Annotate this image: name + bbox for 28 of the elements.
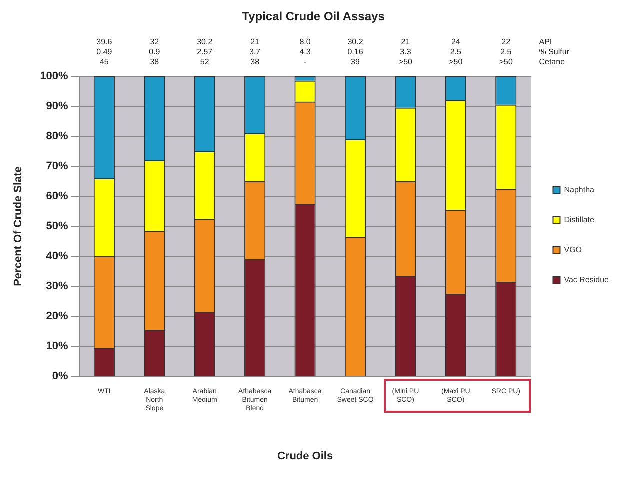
text: 30.2 2.57 52 (197, 38, 214, 67)
y-tick-label: 60% (46, 190, 69, 203)
y-tick-label: 70% (46, 160, 69, 172)
y-tick-label: 10% (46, 340, 69, 353)
text: 8.0 4.3 - (300, 38, 312, 67)
text: 24 2.5 >50 (449, 38, 464, 67)
chart-title: Typical Crude Oil Assays (242, 10, 386, 24)
text: 21 3.3 >50 (398, 38, 414, 67)
y-tick-label: 40% (46, 250, 69, 263)
y-tick-label: 20% (46, 310, 69, 323)
legend-label: Vac Residue (564, 276, 610, 285)
y-tick-label: 90% (46, 100, 69, 112)
text: 39.6 0.49 45 (96, 38, 113, 67)
text: 21 3.7 38 (250, 38, 262, 67)
y-tick-label: 30% (46, 280, 69, 293)
text: 30.2 0.16 39 (348, 38, 364, 67)
text: 22 2.5 >50 (499, 38, 514, 67)
text: API % Sulfur Cetane (539, 38, 570, 67)
legend-label: VGO (564, 246, 582, 255)
x-axis-title: Crude Oils (277, 450, 334, 462)
legend-label: Distillate (564, 216, 596, 225)
y-axis-title: Percent Of Crude Slate (12, 166, 25, 286)
y-tick-label: 100% (40, 70, 69, 82)
legend-label: Naphtha (564, 186, 596, 195)
y-tick-label: 80% (46, 130, 69, 142)
y-tick-label: 50% (46, 220, 69, 233)
text: 32 0.9 38 (149, 38, 161, 67)
y-tick-label: 0% (52, 370, 69, 383)
